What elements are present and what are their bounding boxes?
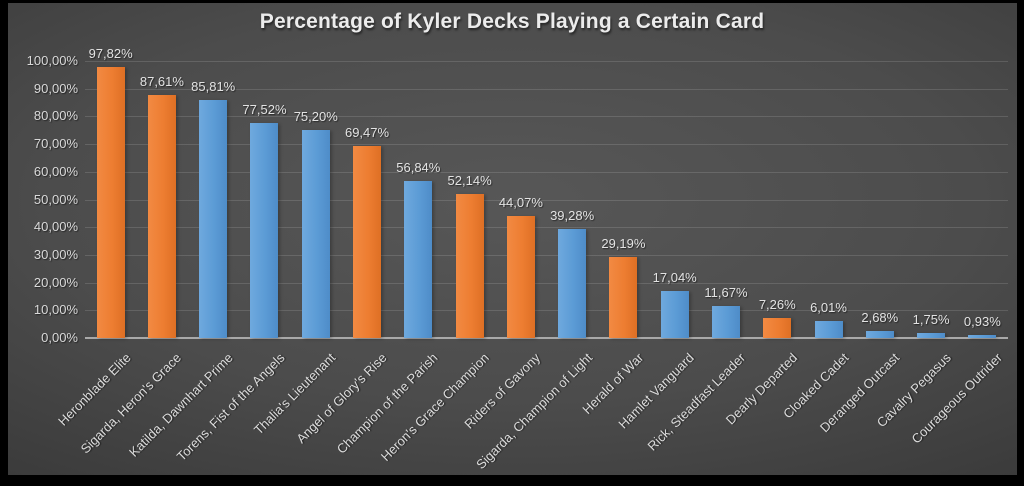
bar-value-label: 97,82% — [88, 46, 133, 62]
bar — [301, 129, 330, 338]
y-axis-tick-label: 80,00% — [33, 108, 78, 124]
bar-value-label: 7,26% — [758, 296, 796, 312]
y-axis-tick-label: 70,00% — [33, 136, 78, 152]
category-label: Courageous Outrider — [908, 350, 1005, 447]
bar — [96, 67, 125, 338]
bar — [353, 145, 382, 338]
bar-value-label: 85,81% — [191, 79, 236, 95]
gridline — [85, 116, 1008, 118]
x-axis-line — [85, 337, 1008, 339]
bar — [558, 229, 587, 338]
gridline — [85, 171, 1008, 173]
bar-value-label: 69,47% — [344, 124, 390, 140]
bar-value-label: 39,28% — [550, 208, 595, 224]
gridline — [85, 88, 1008, 90]
bar — [455, 193, 484, 338]
bar — [917, 333, 946, 338]
bar — [814, 321, 843, 338]
y-axis-tick-label: 60,00% — [33, 163, 78, 179]
y-axis-tick-label: 90,00% — [33, 80, 78, 96]
bar — [711, 305, 740, 338]
y-axis-tick-label: 40,00% — [33, 219, 78, 235]
y-axis-tick-label: 50,00% — [33, 191, 78, 207]
y-axis-tick-label: 100,00% — [26, 53, 78, 68]
bar — [250, 123, 279, 338]
bar-value-label: 52,14% — [447, 172, 492, 188]
bar-value-label: 75,20% — [293, 108, 338, 124]
bar-value-label: 77,52% — [242, 102, 287, 118]
bar — [660, 290, 689, 338]
bar-value-label: 29,19% — [601, 236, 646, 252]
bar — [865, 330, 894, 338]
gridline — [85, 282, 1008, 284]
category-label: Angel of Glory's Rise — [293, 350, 390, 447]
bar-value-label: 44,07% — [498, 194, 543, 210]
category-label: Katilda, Dawnhart Prime — [126, 350, 236, 460]
bar-value-label: 6,01% — [810, 300, 847, 316]
gridline — [85, 144, 1008, 146]
category-label: Champion of the Parish — [334, 350, 441, 457]
chart-title: Percentage of Kyler Decks Playing a Cert… — [259, 10, 765, 33]
bar — [147, 95, 176, 338]
bar-value-label: 11,67% — [704, 284, 748, 300]
category-label: Rick, Steadfast Leader — [644, 350, 749, 454]
gridline — [85, 61, 1008, 62]
gridline — [85, 254, 1008, 256]
y-axis-tick-label: 30,00% — [33, 246, 78, 262]
bar-value-label: 2,68% — [861, 309, 899, 325]
y-axis-tick-label: 10,00% — [33, 302, 78, 318]
bar — [199, 100, 228, 338]
bar-value-label: 87,61% — [139, 74, 184, 90]
category-label: Sigarda, Heron's Grace — [78, 350, 185, 457]
bar — [609, 257, 638, 338]
bar-value-label: 1,75% — [912, 312, 950, 328]
bar — [404, 180, 433, 338]
bar-value-label: 56,84% — [396, 159, 441, 175]
gridline — [85, 199, 1008, 201]
bar — [763, 317, 792, 338]
y-axis-tick-label: 0,00% — [41, 330, 78, 345]
bar — [506, 215, 535, 338]
bar-value-label: 0,93% — [963, 314, 1001, 330]
bar — [968, 335, 997, 338]
y-axis-tick-label: 20,00% — [33, 274, 78, 290]
gridline — [85, 227, 1008, 229]
bar-value-label: 17,04% — [652, 269, 697, 285]
gridline — [85, 310, 1008, 312]
